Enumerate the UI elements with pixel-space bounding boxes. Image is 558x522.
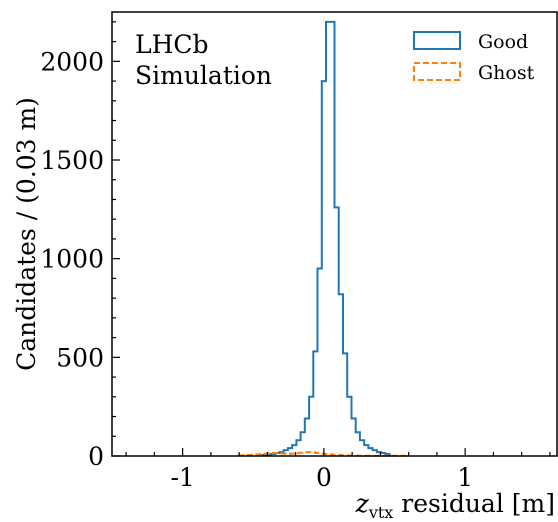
series-ghost-histogram [238,451,410,457]
x-axis-label-sub: vtx [368,503,394,522]
x-axis-label: zvtx residual [m] [355,489,555,522]
y-tick-label: 1500 [40,146,104,175]
legend-label-good: Good [478,31,528,53]
legend-swatch-ghost [413,62,461,81]
series-good-histogram [261,20,391,456]
simulation-annotation: Simulation [135,61,272,90]
axes-frame [111,11,558,457]
y-tick-label: 1000 [40,245,104,274]
plot-area [238,20,410,457]
lhcb-annotation: LHCb [135,30,209,59]
x-tick-label: -1 [170,463,194,492]
x-tick-label: 0 [316,463,332,492]
x-axis-label-main: z [355,489,370,518]
y-tick-label: 500 [56,343,104,372]
y-tick-label: 0 [88,442,104,471]
x-tick-label: 1 [457,463,473,492]
y-axis-label: Candidates / (0.03 m) [12,97,41,371]
y-tick-label: 2000 [40,47,104,76]
tick-group: -1 0 1 0 500 1000 1500 2000 [40,21,551,492]
x-axis-label-rest: residual [m] [393,489,555,518]
legend: Good Ghost [413,31,535,84]
legend-swatch-good [413,31,461,50]
legend-label-ghost: Ghost [478,62,535,84]
